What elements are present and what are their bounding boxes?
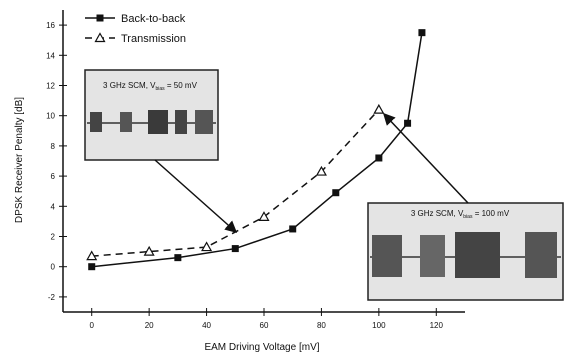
inset-text: 3 GHz SCM, V xyxy=(103,81,156,90)
y-tick-label: 2 xyxy=(51,233,56,242)
data-point xyxy=(289,225,296,232)
x-tick-label: 0 xyxy=(89,321,94,330)
y-tick-label: 10 xyxy=(46,112,55,121)
data-point xyxy=(232,245,239,252)
legend-label: Back-to-back xyxy=(121,13,186,25)
inset-text: = 100 mV xyxy=(472,209,509,218)
data-point xyxy=(174,254,181,261)
y-tick-label: 0 xyxy=(51,263,56,272)
chart: -2 0 2 4 6 8 10 12 14 16 0 20 40 60 80 100 120 Back-to-ba… xyxy=(0,0,566,357)
x-axis-label: EAM Driving Voltage [mV] xyxy=(204,342,319,353)
y-tick-label: 4 xyxy=(51,202,56,211)
legend-marker xyxy=(97,15,104,22)
y-tick-label: 8 xyxy=(51,142,56,151)
inset-text: = 50 mV xyxy=(165,81,198,90)
legend-label: Transmission xyxy=(121,33,186,45)
x-tick-label: 80 xyxy=(317,321,326,330)
y-tick-label: 16 xyxy=(46,21,55,30)
data-point xyxy=(375,154,382,161)
x-tick-label: 20 xyxy=(145,321,154,330)
x-tick-label: 120 xyxy=(430,321,444,330)
data-point xyxy=(404,120,411,127)
x-tick-label: 60 xyxy=(260,321,269,330)
y-tick-label: 6 xyxy=(51,172,56,181)
data-point xyxy=(332,189,339,196)
y-tick-label: 12 xyxy=(46,82,55,91)
inset-eye-diagram: 3 GHz SCM, Vbias = 100 mV xyxy=(368,114,563,300)
inset-text: 3 GHz SCM, V xyxy=(411,209,464,218)
y-tick-label: -2 xyxy=(48,293,56,302)
x-tick-label: 40 xyxy=(202,321,211,330)
y-tick-label: 14 xyxy=(46,51,55,60)
x-tick-label: 100 xyxy=(372,321,386,330)
data-point xyxy=(88,263,95,270)
inset-eye-diagram: 3 GHz SCM, Vbias = 50 mV xyxy=(85,70,236,232)
data-point xyxy=(374,105,383,113)
data-point xyxy=(418,29,425,36)
y-axis-label: DPSK Receiver Penalty [dB] xyxy=(14,97,25,223)
